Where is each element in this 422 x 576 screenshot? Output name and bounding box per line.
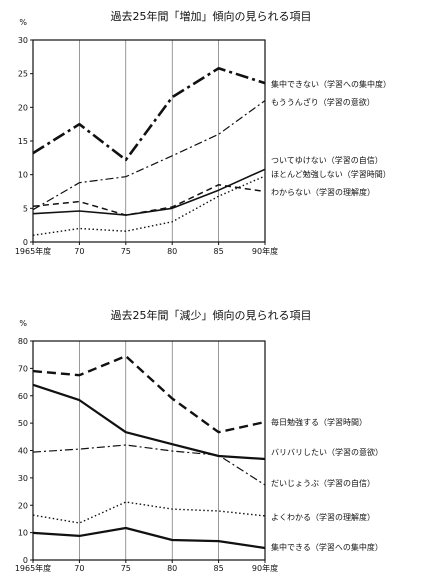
x-tick-label: 85: [214, 247, 224, 256]
y-tick-label: 80: [18, 337, 28, 346]
series-line: [32, 168, 266, 216]
series-line: [32, 383, 266, 461]
y-tick-label: 0: [23, 556, 28, 565]
x-tick-label: 1965年度: [15, 246, 51, 256]
series-line: [32, 175, 266, 236]
chart-title-increase: 過去25年間「増加」傾向の見られる項目: [110, 10, 312, 23]
series-label: 集中できない（学習への集中度）: [271, 79, 391, 89]
y-axis-unit-label: %: [19, 18, 27, 27]
series-line: [32, 100, 266, 211]
y-axis-unit-label: %: [19, 319, 27, 328]
series-line: [32, 354, 266, 434]
series-label: 集中できる（学習への集中度）: [271, 542, 383, 552]
series-line: [32, 67, 266, 162]
y-tick-label: 5: [23, 204, 28, 213]
y-tick-label: 0: [23, 238, 28, 247]
y-tick-label: 70: [18, 364, 28, 373]
y-tick-label: 30: [18, 474, 28, 483]
y-tick-label: 10: [18, 529, 28, 538]
y-tick-label: 15: [18, 137, 28, 146]
x-tick-label: 1965年度: [15, 563, 51, 573]
x-tick-label: 80: [167, 564, 177, 573]
series-label: わからない（学習の理解度）: [271, 187, 375, 197]
series-label: バリバリしたい（学習の意欲）: [271, 447, 383, 457]
y-tick-label: 30: [18, 36, 28, 45]
x-tick-label: 85: [214, 564, 224, 573]
x-tick-label: 75: [121, 247, 131, 256]
x-tick-label: 75: [121, 564, 131, 573]
y-tick-label: 60: [18, 392, 28, 401]
series-label: ほとんど勉強しない（学習時間）: [271, 169, 391, 179]
y-tick-label: 20: [18, 103, 28, 112]
x-tick-label: 70: [74, 564, 84, 573]
x-tick-label: 90年度: [252, 246, 278, 256]
x-tick-label: 80: [167, 247, 177, 256]
y-tick-label: 25: [18, 70, 28, 79]
y-tick-label: 40: [18, 447, 28, 456]
series-label: ついてゆけない（学習の自信）: [271, 155, 383, 165]
series-line: [32, 501, 266, 524]
y-tick-label: 10: [18, 171, 28, 180]
y-tick-label: 20: [18, 501, 28, 510]
series-label: だいじょうぶ（学習の自信）: [271, 478, 375, 488]
x-tick-label: 70: [74, 247, 84, 256]
x-tick-label: 90年度: [252, 563, 278, 573]
series-label: もううんざり（学習の意欲）: [271, 97, 375, 107]
series-line: [32, 184, 266, 216]
chart-title-decrease: 過去25年間「減少」傾向の見られる項目: [110, 309, 312, 322]
series-label: 毎日勉強する（学習時間）: [271, 417, 367, 427]
series-line: [32, 444, 266, 486]
series-label: よくわかる（学習の理解度）: [271, 512, 375, 522]
y-tick-label: 50: [18, 419, 28, 428]
series-line: [32, 526, 266, 550]
